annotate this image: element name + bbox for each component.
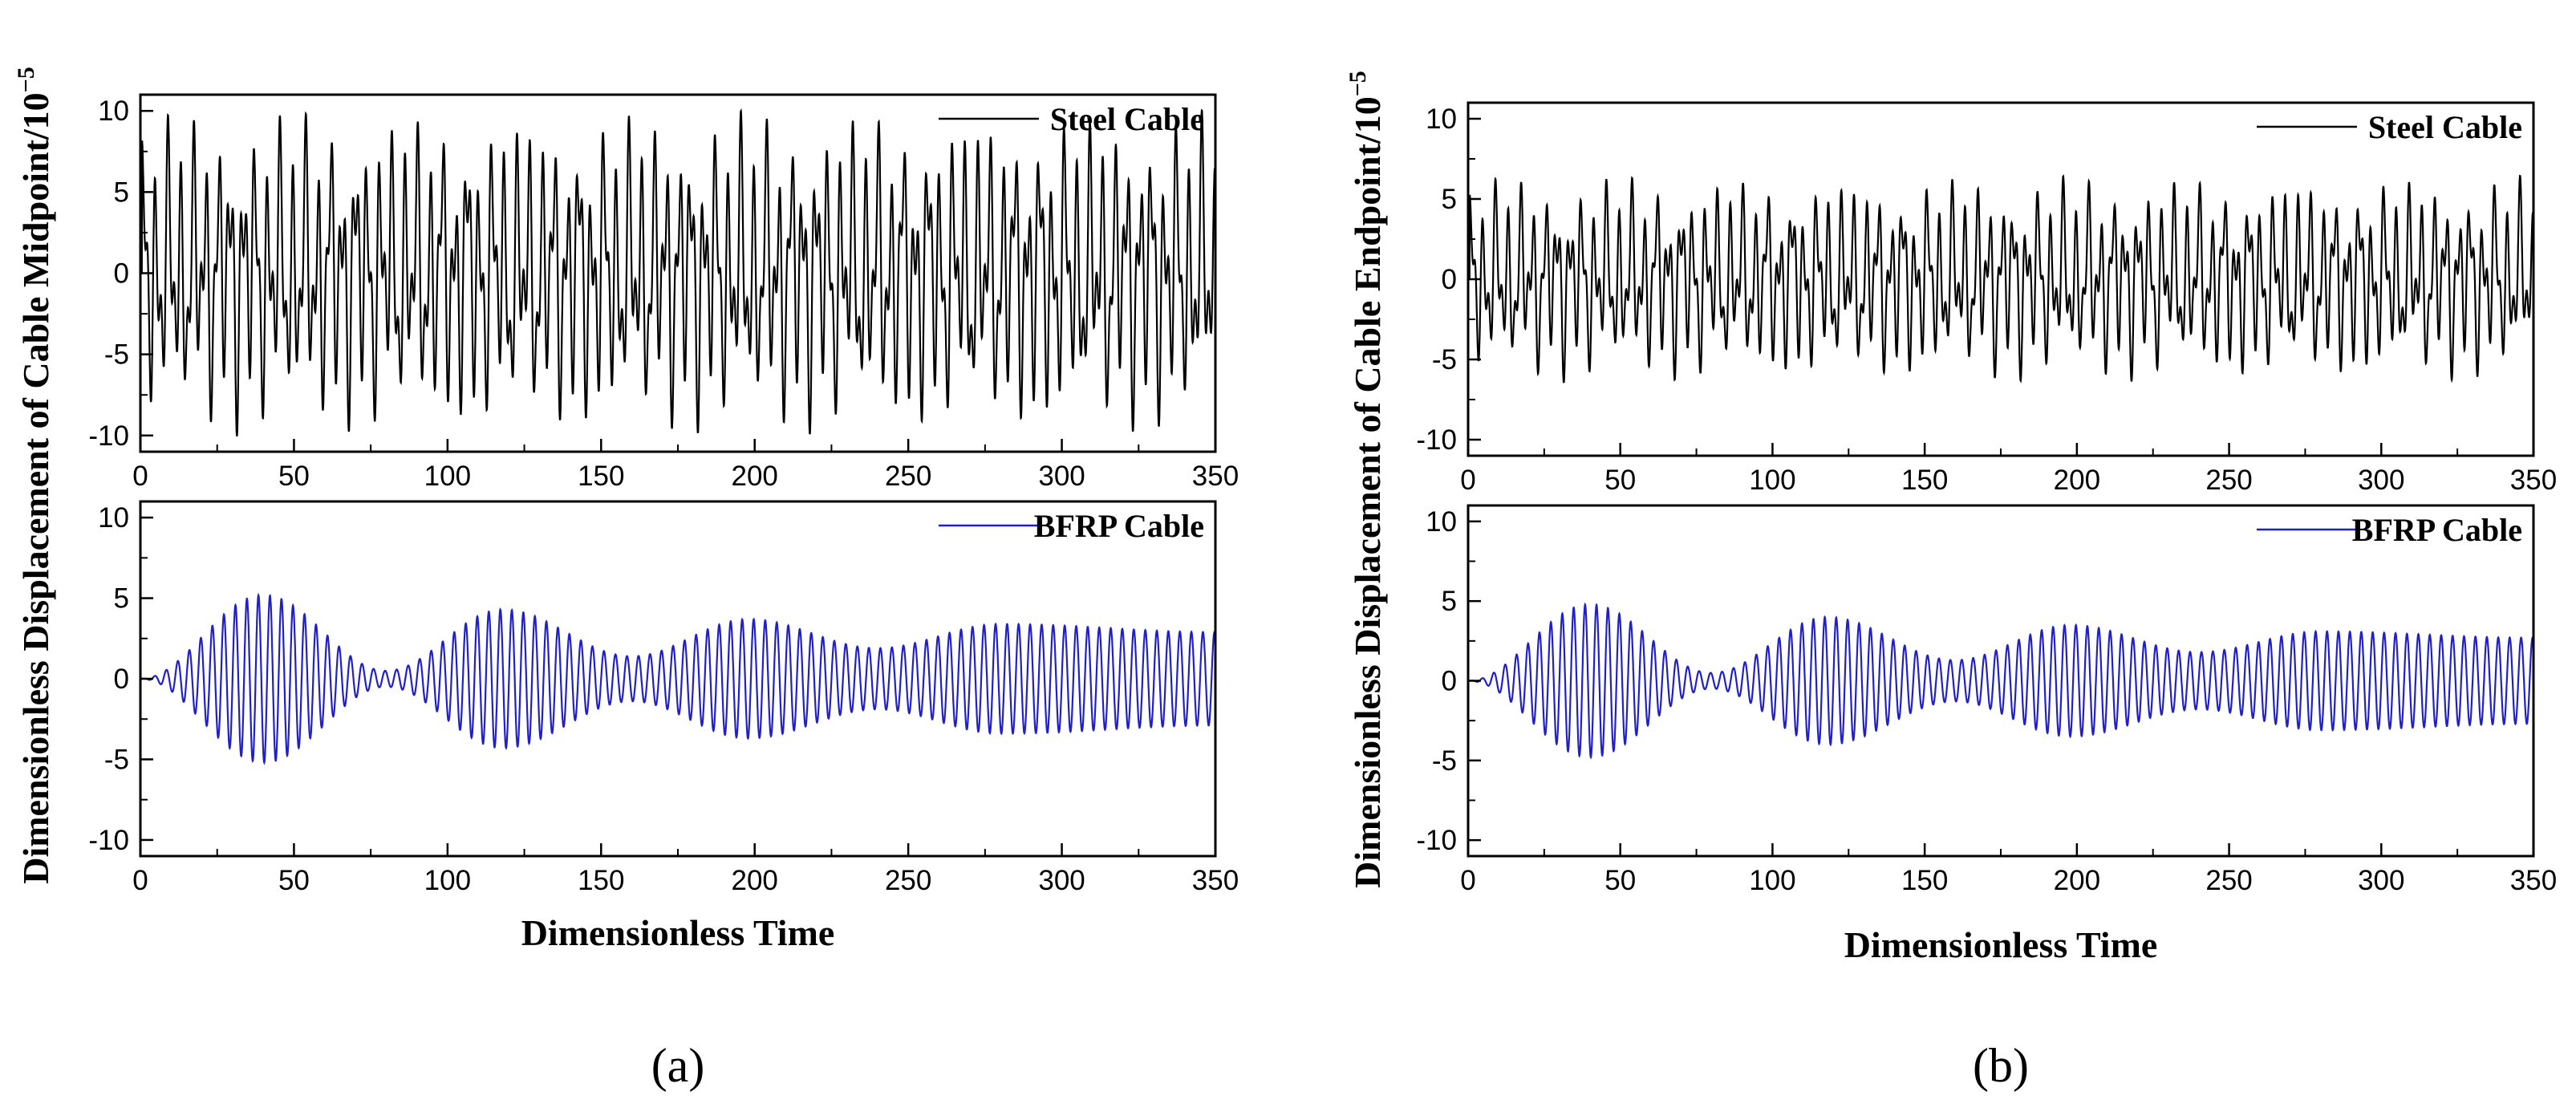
y-axis-title-exponent: −5 bbox=[1345, 71, 1371, 96]
x-tick-label: 350 bbox=[1192, 865, 1239, 896]
x-tick-label: 200 bbox=[2054, 465, 2100, 496]
x-tick-label: 50 bbox=[278, 865, 310, 896]
y-tick-label: 0 bbox=[114, 664, 129, 695]
x-tick-label: 300 bbox=[1038, 461, 1085, 492]
x-tick-label: 250 bbox=[2205, 865, 2252, 896]
x-tick-label: 300 bbox=[2358, 465, 2404, 496]
y-tick-label: 5 bbox=[114, 583, 129, 615]
legend-label: BFRP Cable bbox=[1034, 508, 1204, 544]
x-tick-label: 250 bbox=[2205, 465, 2252, 496]
y-tick-label: 10 bbox=[98, 95, 129, 127]
y-tick-label: -5 bbox=[1432, 745, 1457, 777]
legend-label: BFRP Cable bbox=[2352, 512, 2522, 548]
y-axis-title-exponent: −5 bbox=[13, 67, 39, 92]
y-axis-title-main: Dimensionless Displacement of Cable Endp… bbox=[1347, 96, 1388, 888]
x-tick-label: 300 bbox=[1038, 865, 1085, 896]
y-tick-label: 10 bbox=[1426, 506, 1457, 538]
subplot-steel-cable: 0 50 100 150 200 250 300 350 -10 -5 0 5 10 Steel Cabl… bbox=[88, 93, 1239, 492]
x-axis-title: Dimensionless Time bbox=[521, 912, 835, 953]
subplot-steel-cable: 0 50 100 150 200 250 300 350 -10 -5 0 5 10 Steel Cabl… bbox=[1416, 101, 2557, 496]
x-tick-label: 100 bbox=[1749, 465, 1795, 496]
subplot-bfrp-cable: 0 50 100 150 200 250 300 350 -10 -5 0 5 10 BFRP Cable bbox=[1416, 504, 2557, 896]
y-tick-label: 5 bbox=[114, 177, 129, 208]
x-tick-label: 350 bbox=[1192, 461, 1239, 492]
y-tick-label: -10 bbox=[88, 420, 129, 452]
x-tick-label: 200 bbox=[2054, 865, 2100, 896]
y-tick-label: -5 bbox=[104, 339, 129, 371]
y-tick-label: 10 bbox=[98, 502, 129, 534]
x-tick-label: 150 bbox=[1901, 465, 1948, 496]
x-tick-label: 150 bbox=[578, 461, 624, 492]
legend-label: Steel Cable bbox=[1050, 101, 1204, 137]
y-tick-label: 5 bbox=[1442, 184, 1457, 215]
y-tick-label: 5 bbox=[1442, 586, 1457, 617]
x-tick-label: 250 bbox=[885, 865, 931, 896]
y-tick-label: -5 bbox=[104, 744, 129, 775]
series-line-steel-cable bbox=[1468, 174, 2535, 384]
y-tick-label: 10 bbox=[1426, 104, 1457, 135]
x-tick-label: 150 bbox=[578, 865, 624, 896]
panel-label: (a) bbox=[651, 1039, 705, 1092]
x-tick-label: 350 bbox=[2510, 865, 2557, 896]
y-tick-label: -10 bbox=[1416, 424, 1457, 456]
y-axis-title: Dimensionless Displacement of Cable Midp… bbox=[13, 67, 56, 884]
x-tick-label: 300 bbox=[2358, 865, 2404, 896]
y-axis-title-main: Dimensionless Displacement of Cable Midp… bbox=[15, 92, 56, 883]
series-line-bfrp-cable bbox=[140, 592, 1217, 765]
x-tick-label: 150 bbox=[1901, 865, 1948, 896]
subplot-bfrp-cable: 0 50 100 150 200 250 300 350 -10 -5 0 5 10 BFRP Cable bbox=[88, 500, 1239, 896]
x-tick-label: 50 bbox=[278, 461, 310, 492]
x-axis-title: Dimensionless Time bbox=[1844, 924, 2158, 965]
x-tick-label: 0 bbox=[132, 865, 148, 896]
x-tick-label: 100 bbox=[1749, 865, 1795, 896]
y-tick-label: 0 bbox=[114, 258, 129, 290]
x-tick-label: 0 bbox=[1460, 465, 1475, 496]
y-tick-label: -10 bbox=[1416, 825, 1457, 856]
y-tick-label: 0 bbox=[1442, 666, 1457, 697]
panel-label: (b) bbox=[1973, 1039, 2029, 1092]
x-tick-label: 100 bbox=[424, 865, 471, 896]
y-tick-label: -5 bbox=[1432, 344, 1457, 375]
x-tick-label: 0 bbox=[1460, 865, 1475, 896]
x-tick-label: 350 bbox=[2510, 465, 2557, 496]
y-tick-label: -10 bbox=[88, 825, 129, 856]
x-tick-label: 100 bbox=[424, 461, 471, 492]
x-tick-label: 250 bbox=[885, 461, 931, 492]
x-tick-label: 0 bbox=[132, 461, 148, 492]
y-tick-label: 0 bbox=[1442, 264, 1457, 295]
series-line-steel-cable bbox=[140, 108, 1217, 436]
y-axis-title: Dimensionless Displacement of Cable Endp… bbox=[1345, 71, 1388, 888]
legend-label: Steel Cable bbox=[2368, 109, 2522, 145]
series-line-bfrp-cable bbox=[1468, 602, 2535, 760]
x-tick-label: 200 bbox=[732, 865, 778, 896]
x-tick-label: 50 bbox=[1604, 865, 1636, 896]
x-tick-label: 50 bbox=[1604, 465, 1636, 496]
x-tick-label: 200 bbox=[732, 461, 778, 492]
